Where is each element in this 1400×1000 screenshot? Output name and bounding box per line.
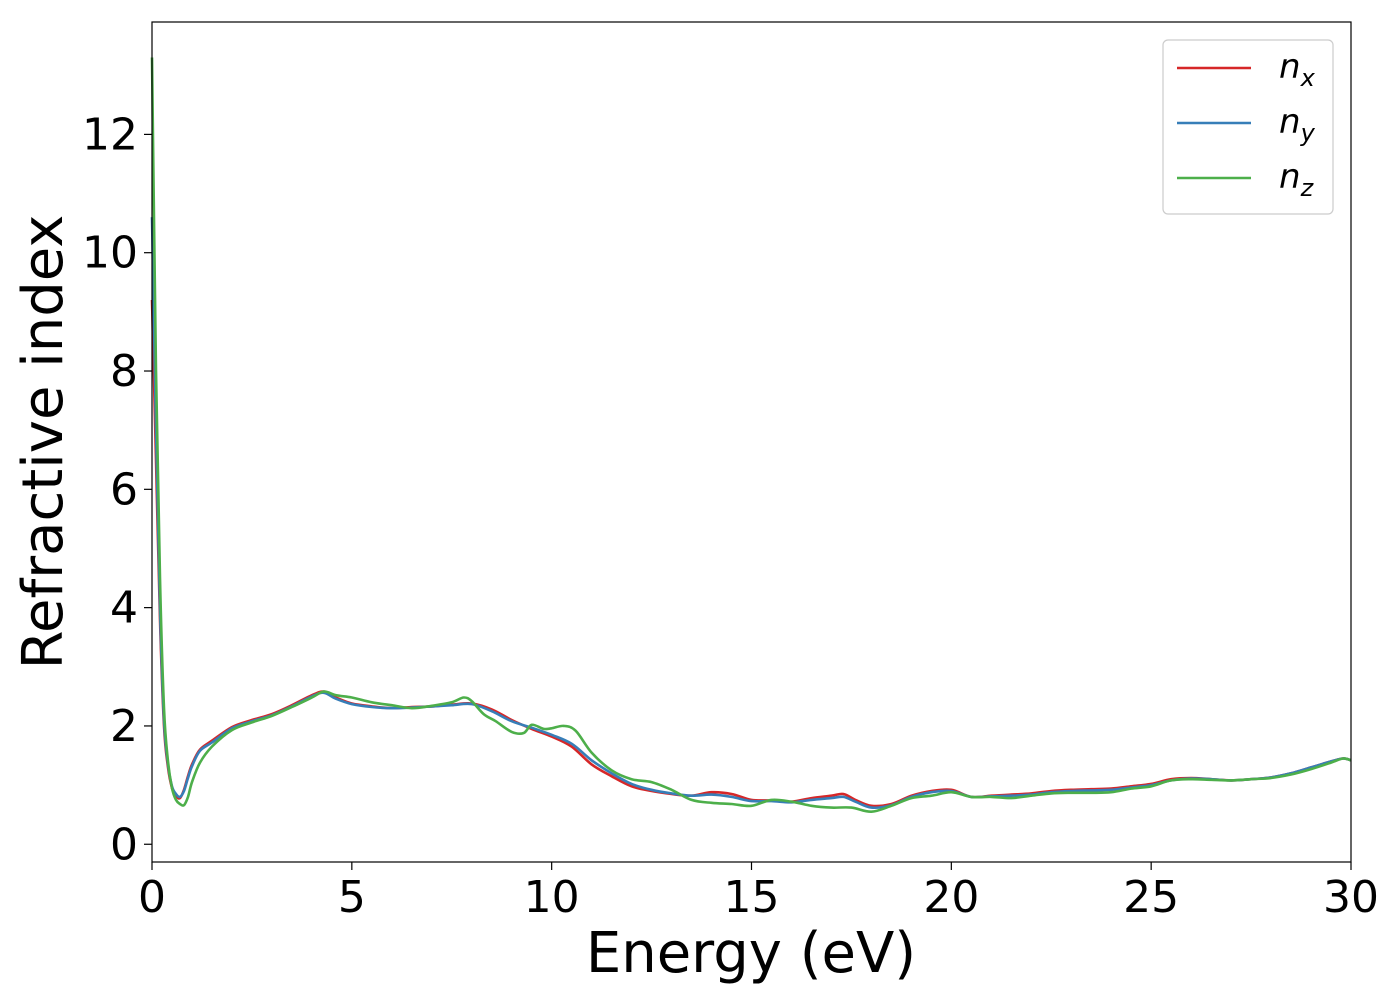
x-tick-label: 15 <box>724 872 780 923</box>
y-axis: 0 2 4 6 8 10 12 <box>82 109 152 870</box>
y-tick-label: 12 <box>82 109 138 160</box>
x-axis: 0 5 10 15 20 25 30 <box>138 862 1379 923</box>
legend-label: ny <box>1279 102 1316 147</box>
x-tick-label: 25 <box>1123 872 1179 923</box>
y-tick-label: 8 <box>110 346 138 397</box>
x-tick-label: 20 <box>923 872 979 923</box>
plot-area <box>152 22 1351 862</box>
x-axis-label: Energy (eV) <box>586 921 916 986</box>
x-tick-label: 30 <box>1323 872 1379 923</box>
y-tick-label: 2 <box>110 701 138 752</box>
x-tick-label: 0 <box>138 872 166 923</box>
legend-label: nz <box>1279 157 1315 202</box>
legend-box <box>1162 39 1334 215</box>
y-axis-label: Refractive index <box>11 215 76 670</box>
x-tick-label: 10 <box>524 872 580 923</box>
legend: nx ny nz <box>1162 39 1334 215</box>
y-tick-label: 0 <box>110 819 138 870</box>
series-line-n-z <box>150 57 1352 814</box>
series-layer <box>150 57 1352 814</box>
y-tick-label: 4 <box>110 583 138 634</box>
legend-label: nx <box>1279 47 1316 92</box>
y-tick-label: 6 <box>110 464 138 515</box>
x-tick-label: 5 <box>338 872 366 923</box>
y-tick-label: 10 <box>82 228 138 279</box>
